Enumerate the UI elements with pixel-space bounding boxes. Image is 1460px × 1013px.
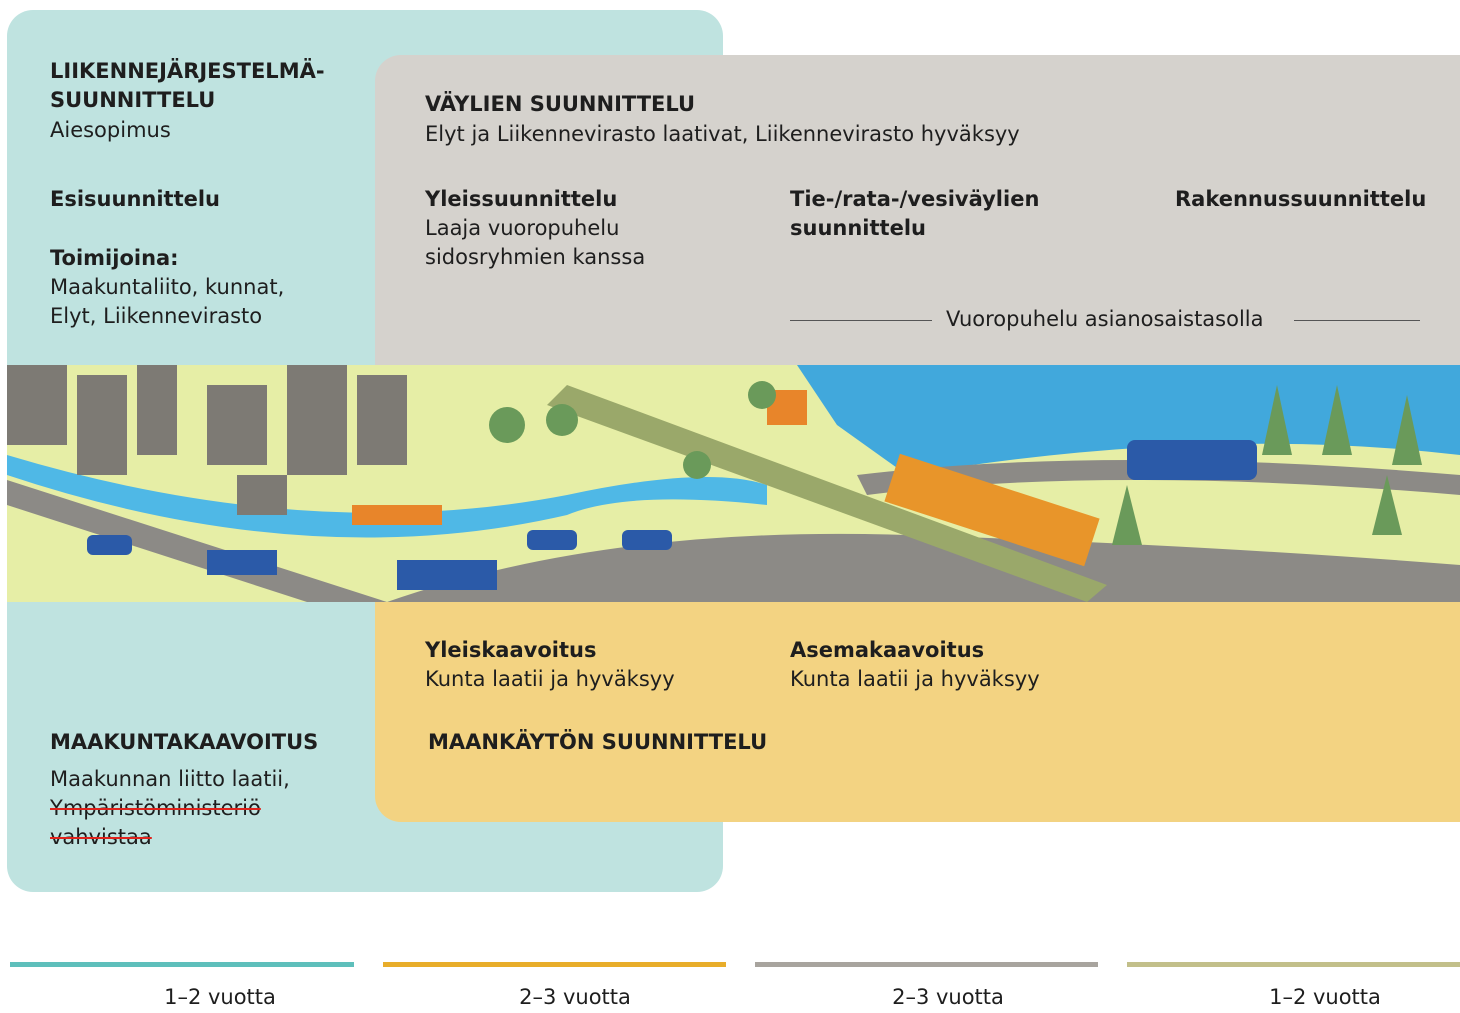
duration-bar (755, 962, 1098, 967)
stage-title: Asemakaavoitus (790, 638, 985, 662)
subtitle: Aiesopimus (50, 118, 171, 142)
pre-planning: Esisuunnittelu (50, 187, 221, 211)
actors-line: Maakuntaliito, kunnat, (50, 275, 285, 299)
stage-text: Kunta laatii ja hyväksyy (425, 667, 675, 691)
duration-bar (383, 962, 726, 967)
stage-text: sidosryhmien kanssa (425, 245, 646, 269)
stage-title: Rakennussuunnittelu (1175, 187, 1427, 211)
duration-label: 1–2 vuotta (164, 985, 276, 1009)
dialogue: Vuoropuhelu asianosaistasolla (946, 307, 1264, 331)
dialogue-rule (790, 320, 932, 321)
duration-label: 1–2 vuotta (1269, 985, 1381, 1009)
grey-panel (375, 55, 1460, 365)
title-line: SUUNNITTELU (50, 88, 216, 112)
yellow-panel (375, 602, 1460, 822)
duration-label: 2–3 vuotta (892, 985, 1004, 1009)
stage-title: Yleiskaavoitus (425, 638, 597, 662)
route-subtitle: Elyt ja Liikennevirasto laativat, Liiken… (425, 122, 1020, 146)
struck-text: vahvistaa (50, 825, 152, 849)
duration-bar (1127, 962, 1460, 967)
regional-text: Maakunnan liitto laatii, (50, 767, 290, 791)
illustration (7, 365, 1460, 602)
stage-title: Tie-/rata-/vesiväylien (790, 187, 1040, 211)
stage-text: Kunta laatii ja hyväksyy (790, 667, 1040, 691)
land-use-title: MAANKÄYTÖN SUUNNITTELU (428, 730, 768, 754)
stage-title: Yleissuunnittelu (425, 187, 618, 211)
actors-label: Toimijoina: (50, 246, 179, 270)
regional-title: MAAKUNTAKAAVOITUS (50, 730, 319, 754)
title-line: LIIKENNEJÄRJESTELMÄ- (50, 59, 325, 83)
route-title: VÄYLIEN SUUNNITTELU (425, 92, 696, 116)
dialogue-rule (1294, 320, 1420, 321)
struck-text: Ympäristöministeriö (50, 796, 261, 820)
duration-label: 2–3 vuotta (519, 985, 631, 1009)
duration-bar (10, 962, 354, 967)
stage-text: Laaja vuoropuhelu (425, 216, 620, 240)
actors-line: Elyt, Liikennevirasto (50, 304, 263, 328)
stage-title: suunnittelu (790, 216, 926, 240)
